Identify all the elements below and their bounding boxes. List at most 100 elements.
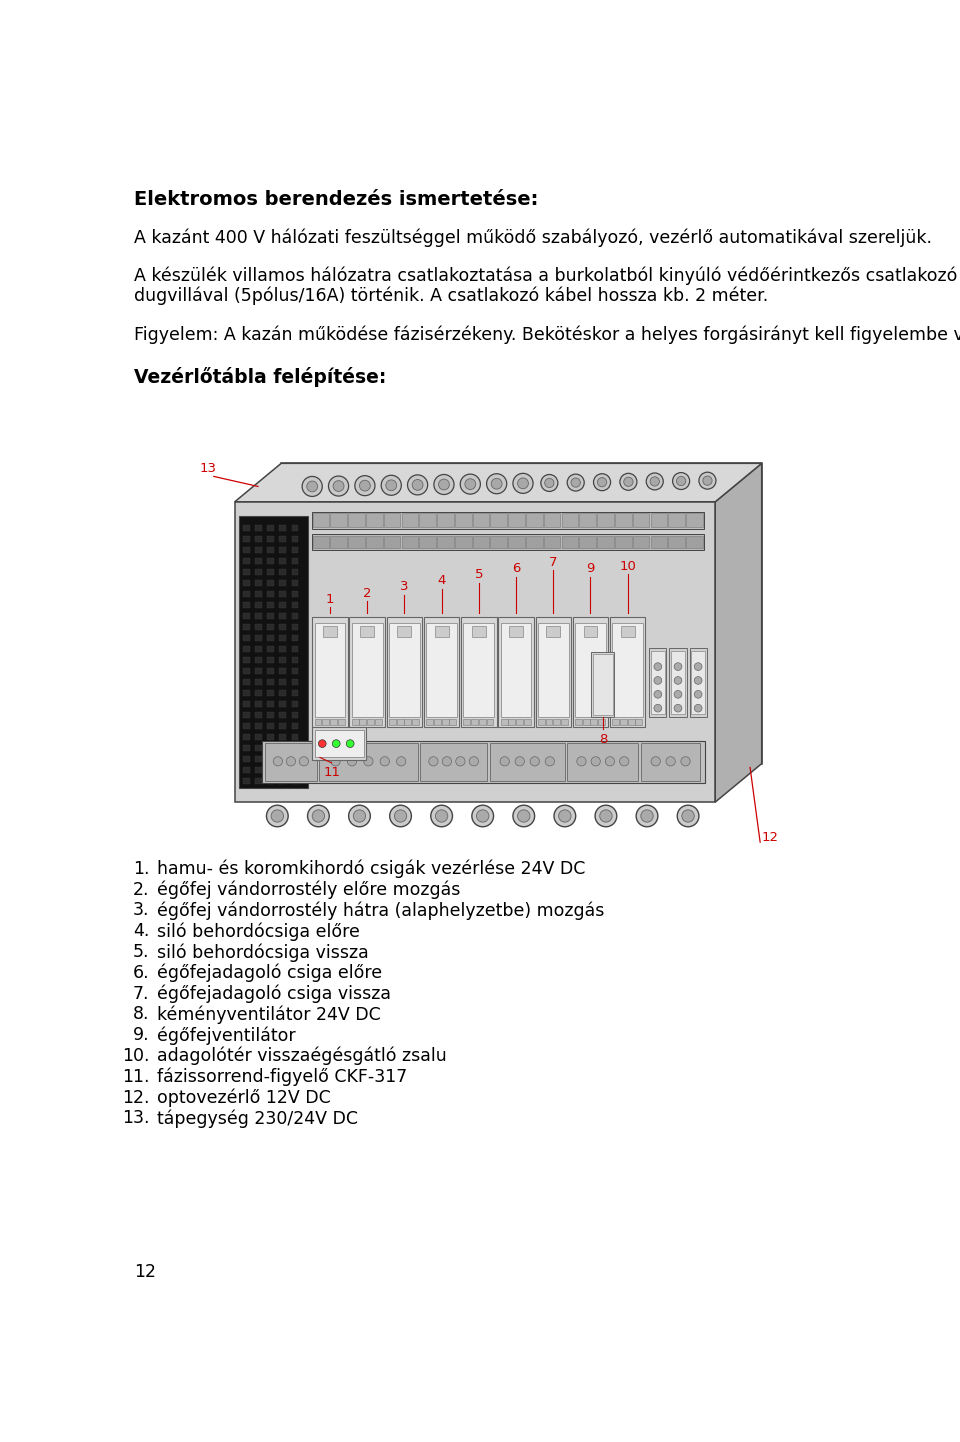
Bar (686, 536, 703, 548)
Bar (243, 767, 250, 773)
Circle shape (469, 757, 478, 766)
Text: 3.: 3. (132, 901, 150, 920)
Text: 10.: 10. (122, 1047, 150, 1066)
Bar (323, 720, 329, 725)
Text: A készülék villamos hálózatra csatlakoztatása a burkolatból kinyúló védőérintkez: A készülék villamos hálózatra csatlakozt… (134, 267, 960, 286)
Bar (472, 536, 490, 548)
Text: 6: 6 (512, 562, 520, 575)
Circle shape (681, 757, 690, 766)
Bar (243, 668, 250, 673)
Bar (243, 547, 250, 552)
Bar (538, 623, 568, 718)
Text: optovezérlő 12V DC: optovezérlő 12V DC (157, 1089, 331, 1107)
Bar (279, 746, 286, 751)
Text: 12: 12 (761, 832, 779, 845)
Circle shape (544, 479, 554, 487)
Circle shape (703, 476, 712, 486)
Bar (584, 626, 597, 636)
Text: A kazánt 400 V hálózati feszültséggel működő szabályozó, vezérlő automatikával s: A kazánt 400 V hálózati feszültséggel mű… (134, 228, 932, 247)
Bar (315, 730, 364, 757)
Circle shape (396, 757, 406, 766)
Bar (387, 617, 422, 727)
Bar (292, 591, 299, 597)
Bar (255, 558, 262, 564)
Bar (323, 626, 337, 636)
Circle shape (624, 477, 633, 486)
Text: égőfej vándorrostély előre mozgás: égőfej vándorrostély előre mozgás (157, 881, 461, 900)
Circle shape (476, 810, 489, 822)
Bar (437, 513, 454, 528)
Bar (255, 767, 262, 773)
Bar (292, 701, 299, 707)
Bar (292, 634, 299, 640)
Text: 1.: 1. (132, 859, 150, 878)
Bar (633, 536, 649, 548)
Circle shape (699, 472, 716, 489)
Bar (268, 679, 274, 685)
Circle shape (412, 480, 423, 490)
Bar (575, 623, 606, 718)
Bar (612, 623, 643, 718)
Circle shape (654, 704, 661, 712)
Bar (471, 720, 478, 725)
Text: 4.: 4. (133, 923, 150, 940)
Bar (487, 720, 493, 725)
Bar (279, 535, 286, 542)
Bar (612, 720, 619, 725)
Bar (567, 743, 638, 780)
Bar (268, 746, 274, 751)
Text: 7.: 7. (132, 985, 150, 1002)
Text: 8: 8 (599, 733, 607, 746)
Text: kéményventilátor 24V DC: kéményventilátor 24V DC (157, 1005, 381, 1024)
Bar (412, 720, 419, 725)
Text: hamu- és koromkihordó csigák vezérlése 24V DC: hamu- és koromkihordó csigák vezérlése 2… (157, 859, 586, 878)
Bar (396, 720, 403, 725)
Bar (292, 580, 299, 585)
Circle shape (674, 676, 682, 685)
Circle shape (286, 757, 296, 766)
Bar (279, 646, 286, 652)
Circle shape (472, 805, 493, 826)
Bar (553, 720, 561, 725)
Text: 1: 1 (325, 593, 334, 606)
Bar (268, 558, 274, 564)
Bar (591, 652, 614, 718)
Bar (255, 634, 262, 640)
Text: Elektromos berendezés ismertetése:: Elektromos berendezés ismertetése: (134, 190, 539, 209)
Bar (544, 513, 561, 528)
Bar (292, 547, 299, 552)
Text: égőfejadagoló csiga vissza: égőfejadagoló csiga vissza (157, 985, 392, 1004)
Circle shape (307, 482, 318, 492)
Bar (292, 779, 299, 784)
Bar (330, 513, 347, 528)
Bar (234, 502, 715, 802)
Circle shape (530, 757, 540, 766)
Text: 7: 7 (549, 555, 558, 568)
Text: 6.: 6. (132, 963, 150, 982)
Bar (292, 535, 299, 542)
Bar (472, 626, 486, 636)
Bar (509, 720, 516, 725)
Bar (268, 634, 274, 640)
Bar (367, 720, 374, 725)
Text: égőfej vándorrostély hátra (alaphelyzetbe) mozgás: égőfej vándorrostély hátra (alaphelyzetb… (157, 901, 605, 920)
Circle shape (674, 663, 682, 671)
Bar (279, 601, 286, 609)
Circle shape (302, 476, 323, 496)
Bar (243, 756, 250, 763)
Bar (262, 741, 706, 783)
Bar (597, 536, 613, 548)
Bar (338, 720, 345, 725)
Bar (243, 724, 250, 730)
Bar (255, 734, 262, 740)
Bar (255, 624, 262, 630)
Bar (590, 720, 597, 725)
Bar (243, 591, 250, 597)
Bar (243, 634, 250, 640)
Bar (561, 720, 568, 725)
Circle shape (646, 473, 663, 490)
Bar (243, 712, 250, 718)
Bar (651, 652, 665, 714)
Circle shape (492, 479, 502, 489)
Circle shape (429, 757, 438, 766)
